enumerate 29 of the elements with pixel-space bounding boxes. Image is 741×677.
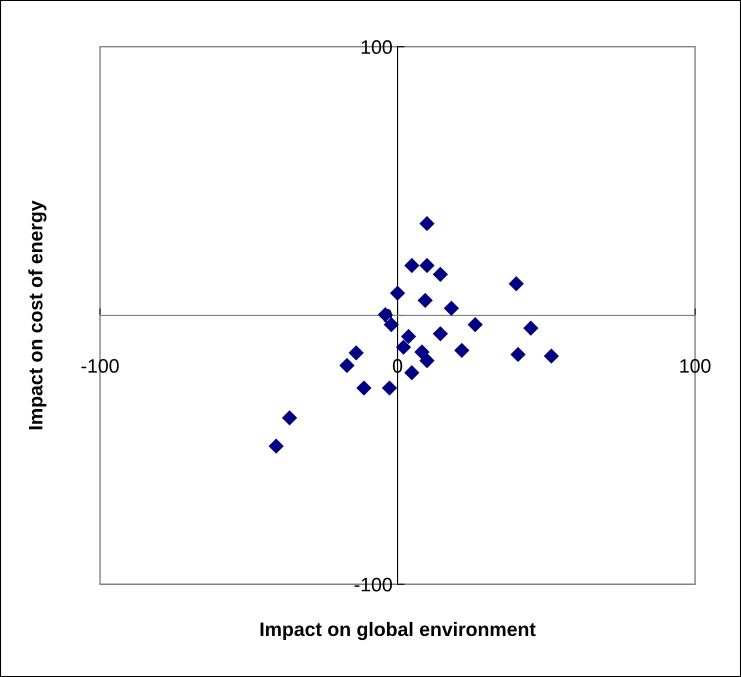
point — [468, 317, 483, 332]
y-axis-title: Impact on cost of energy — [28, 200, 46, 430]
point — [414, 344, 430, 360]
point — [523, 320, 538, 336]
point — [400, 328, 416, 344]
point — [419, 258, 435, 274]
point — [508, 276, 524, 292]
point — [339, 358, 355, 374]
x-axis-title: Impact on global environment — [260, 622, 536, 640]
point — [404, 365, 420, 380]
point — [404, 258, 420, 274]
point — [282, 410, 298, 426]
point — [390, 286, 406, 301]
point — [382, 380, 398, 396]
point — [348, 345, 364, 360]
point — [510, 346, 526, 362]
x-tick-label: -100 — [81, 359, 119, 373]
point — [418, 292, 433, 308]
point — [419, 353, 435, 368]
point — [432, 266, 448, 282]
point — [268, 438, 284, 454]
point — [432, 326, 448, 342]
x-tick-label: 100 — [680, 359, 711, 373]
point — [544, 348, 559, 364]
point — [419, 216, 435, 232]
point — [396, 340, 412, 355]
point — [454, 342, 470, 358]
point — [356, 380, 372, 396]
point — [444, 300, 460, 316]
